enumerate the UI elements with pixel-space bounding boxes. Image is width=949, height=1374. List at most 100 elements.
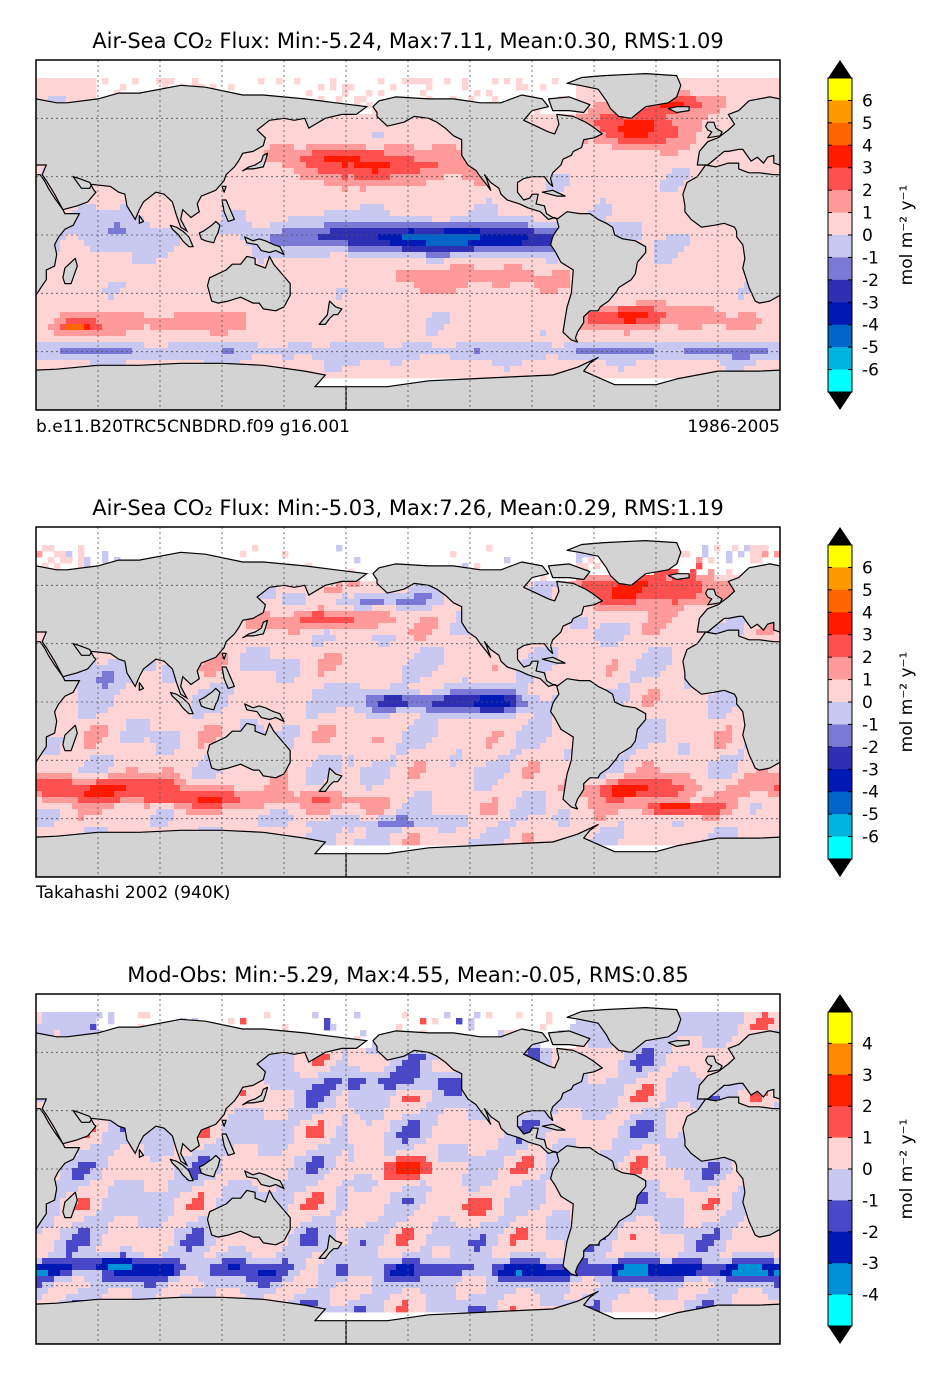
flux-cell (414, 372, 421, 379)
flux-cell (330, 336, 337, 343)
flux-cell (450, 354, 457, 361)
flux-cell (396, 138, 403, 145)
flux-cell (270, 324, 277, 331)
flux-cell (216, 324, 223, 331)
flux-cell (96, 222, 103, 229)
flux-cell (624, 294, 631, 301)
flux-cell (360, 192, 367, 199)
flux-cell (504, 234, 511, 241)
flux-cell (408, 270, 415, 277)
flux-cell (462, 234, 469, 241)
flux-cell (252, 180, 259, 187)
flux-cell (276, 264, 283, 271)
flux-cell (42, 288, 49, 295)
flux-cell (384, 324, 391, 331)
flux-cell (618, 204, 625, 211)
flux-cell (180, 324, 187, 331)
flux-cell (300, 336, 307, 343)
flux-cell (636, 174, 643, 181)
flux-cell (318, 264, 325, 271)
flux-cell (390, 312, 397, 319)
flux-cell (318, 156, 325, 163)
flux-cell (654, 228, 661, 235)
flux-cell (90, 288, 97, 295)
flux-cell (510, 306, 517, 313)
flux-cell (438, 366, 445, 373)
flux-cell (432, 360, 439, 367)
flux-cell (654, 222, 661, 229)
flux-cell (324, 372, 331, 379)
flux-cell (390, 300, 397, 307)
flux-cell (660, 360, 667, 367)
flux-cell (282, 120, 289, 127)
flux-cell (438, 318, 445, 325)
flux-cell (150, 222, 157, 229)
flux-cell (432, 186, 439, 193)
flux-cell (660, 342, 667, 349)
flux-cell (246, 252, 253, 259)
flux-cell (390, 288, 397, 295)
flux-cell (672, 354, 679, 361)
flux-cell (264, 138, 271, 145)
flux-cell (654, 276, 661, 283)
flux-cell (240, 186, 247, 193)
flux-cell (264, 348, 271, 355)
flux-cell (306, 300, 313, 307)
flux-cell (540, 222, 547, 229)
flux-cell (60, 348, 67, 355)
flux-cell (300, 132, 307, 139)
flux-cell (264, 126, 271, 133)
flux-cell (678, 228, 685, 235)
flux-cell (324, 252, 331, 259)
flux-cell (264, 144, 271, 151)
flux-cell (468, 354, 475, 361)
flux-cell (480, 294, 487, 301)
flux-cell (660, 234, 667, 241)
flux-cell (222, 222, 229, 229)
flux-cell (354, 264, 361, 271)
flux-cell (126, 252, 133, 259)
flux-cell (192, 318, 199, 325)
flux-cell (336, 162, 343, 169)
flux-cell (288, 330, 295, 337)
flux-cell (120, 216, 127, 223)
flux-cell (228, 234, 235, 241)
flux-cell (294, 318, 301, 325)
flux-cell (552, 312, 559, 319)
flux-cell (606, 354, 613, 361)
flux-cell (126, 216, 133, 223)
flux-cell (288, 222, 295, 229)
flux-cell (564, 168, 571, 175)
flux-cell (618, 318, 625, 325)
flux-cell (450, 342, 457, 349)
flux-cell (366, 336, 373, 343)
flux-cell (210, 198, 217, 205)
flux-cell (252, 174, 259, 181)
flux-cell (672, 144, 679, 151)
flux-cell (432, 144, 439, 151)
flux-cell (588, 162, 595, 169)
flux-cell (672, 198, 679, 205)
flux-cell (630, 336, 637, 343)
flux-cell (672, 174, 679, 181)
flux-cell (78, 342, 85, 349)
flux-cell (366, 174, 373, 181)
flux-cell (210, 258, 217, 265)
flux-cell (324, 198, 331, 205)
flux-cell (48, 84, 55, 91)
flux-cell (582, 192, 589, 199)
flux-cell (360, 318, 367, 325)
flux-cell (366, 246, 373, 253)
flux-cell (366, 216, 373, 223)
flux-cell (468, 96, 475, 103)
flux-cell (456, 312, 463, 319)
flux-cell (84, 312, 91, 319)
flux-cell (342, 360, 349, 367)
flux-cell (456, 240, 463, 247)
flux-cell (342, 312, 349, 319)
flux-cell (186, 354, 193, 361)
flux-cell (150, 264, 157, 271)
flux-cell (672, 366, 679, 373)
flux-cell (192, 336, 199, 343)
flux-cell (666, 222, 673, 229)
